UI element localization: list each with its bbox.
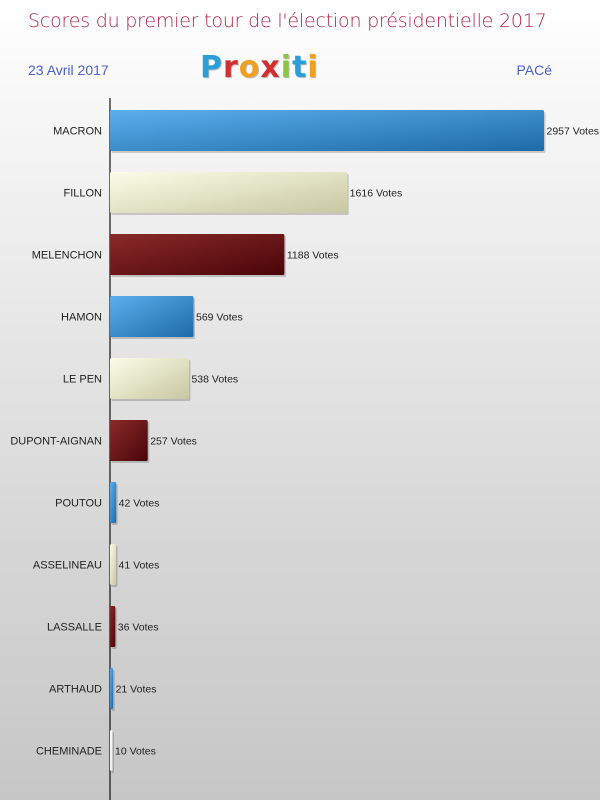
bar-fillon	[110, 172, 348, 213]
bar-macron	[110, 110, 544, 151]
bar-arthaud	[110, 668, 114, 709]
bar-asselineau	[110, 544, 117, 585]
category-label: CHEMINADE	[36, 746, 102, 758]
bar-melenchon	[110, 234, 285, 275]
value-label: 21 Votes	[116, 684, 157, 696]
value-label: 538 Votes	[191, 374, 238, 386]
category-label: DUPONT-AIGNAN	[10, 436, 102, 448]
value-label: 1616 Votes	[350, 188, 403, 200]
category-label: MACRON	[53, 126, 102, 138]
commune-name: PACé	[516, 62, 552, 78]
election-date: 23 Avril 2017	[28, 62, 109, 78]
bar-cheminade	[110, 730, 113, 771]
value-label: 2957 Votes	[547, 126, 600, 138]
bar-poutou	[110, 482, 117, 523]
category-label: FILLON	[63, 188, 102, 200]
logo-letter: o	[238, 50, 261, 85]
category-label: LE PEN	[63, 374, 102, 386]
category-label: HAMON	[61, 312, 102, 324]
value-label: 1188 Votes	[287, 250, 339, 262]
logo-letter: P	[200, 50, 223, 85]
category-label: ARTHAUD	[49, 684, 102, 696]
logo-letter: x	[260, 50, 281, 85]
value-label: 41 Votes	[119, 560, 160, 572]
category-label: ASSELINEAU	[33, 560, 102, 572]
bar-lassalle	[110, 606, 116, 647]
bar-dupont-aignan	[110, 420, 148, 461]
value-label: 569 Votes	[196, 312, 243, 324]
proxiti-logo: Proxiti	[200, 50, 319, 85]
logo-letter: t	[292, 50, 308, 85]
category-label: POUTOU	[55, 498, 102, 510]
bar-le-pen	[110, 358, 189, 399]
logo-letter: i	[307, 50, 319, 85]
value-label: 10 Votes	[115, 746, 156, 758]
value-label: 36 Votes	[118, 622, 159, 634]
value-label: 257 Votes	[150, 436, 197, 448]
chart-title: Scores du premier tour de l'élection pré…	[28, 10, 547, 32]
logo-letter: r	[223, 50, 239, 85]
category-label: MELENCHON	[32, 250, 102, 262]
logo-letter: i	[280, 50, 293, 85]
value-label: 42 Votes	[119, 498, 160, 510]
bar-hamon	[110, 296, 194, 337]
category-label: LASSALLE	[47, 622, 102, 634]
